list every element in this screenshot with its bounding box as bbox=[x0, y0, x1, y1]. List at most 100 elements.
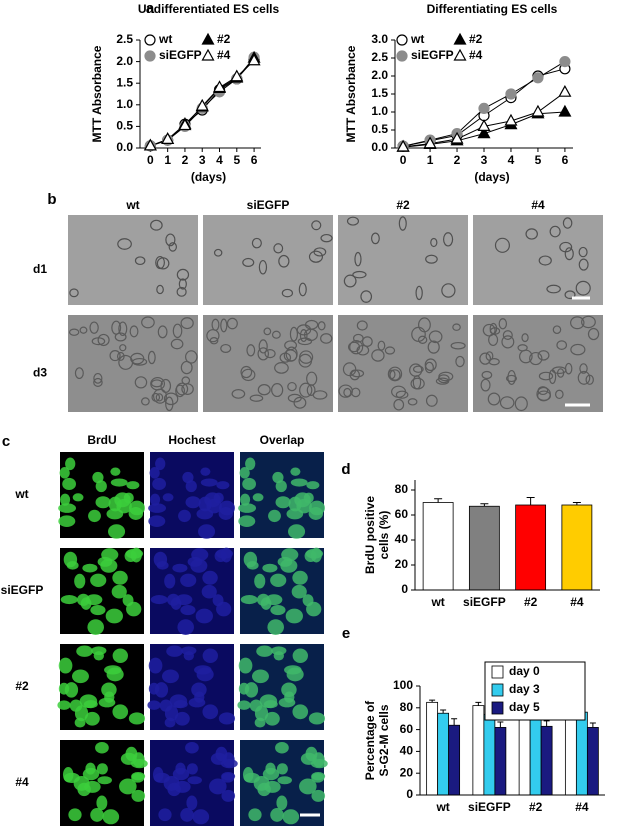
cell bbox=[117, 238, 132, 250]
cell bbox=[168, 242, 177, 252]
chart-title: Differentiating ES cells bbox=[427, 2, 558, 16]
marker bbox=[559, 55, 571, 68]
cell bbox=[156, 257, 170, 270]
cell bbox=[141, 316, 155, 329]
cell bbox=[352, 270, 367, 279]
nucleus bbox=[249, 699, 263, 712]
nucleus bbox=[158, 808, 172, 822]
cell bbox=[514, 396, 528, 412]
nucleus bbox=[76, 645, 93, 657]
x-tick-label: 3 bbox=[199, 153, 206, 167]
nucleus bbox=[167, 782, 181, 797]
nucleus bbox=[201, 584, 217, 599]
nucleus bbox=[102, 809, 120, 825]
panel-label: d bbox=[341, 461, 350, 478]
cell bbox=[506, 374, 517, 383]
cell bbox=[257, 384, 271, 396]
nucleus bbox=[240, 595, 258, 605]
cell bbox=[546, 284, 561, 294]
nucleus bbox=[202, 648, 218, 663]
nucleus bbox=[290, 478, 308, 487]
nucleus bbox=[93, 651, 105, 661]
column-label: #2 bbox=[396, 198, 410, 212]
nucleus bbox=[183, 651, 195, 661]
cell bbox=[424, 358, 437, 372]
nucleus bbox=[288, 496, 302, 512]
cell bbox=[480, 378, 491, 392]
marker bbox=[161, 132, 175, 144]
y-tick-label: 0.5 bbox=[116, 119, 133, 133]
column-label: wt bbox=[125, 198, 139, 212]
nucleus bbox=[172, 767, 190, 781]
cell bbox=[134, 256, 146, 266]
nucleus bbox=[185, 480, 197, 493]
nucleus bbox=[58, 503, 77, 513]
cell bbox=[258, 259, 268, 275]
nucleus bbox=[287, 524, 306, 539]
legend-marker bbox=[201, 48, 215, 61]
nucleus bbox=[251, 669, 269, 684]
cell bbox=[391, 385, 407, 398]
legend-label: day 5 bbox=[509, 700, 540, 714]
nucleus bbox=[159, 699, 173, 712]
cell bbox=[299, 382, 313, 398]
nucleus bbox=[259, 694, 278, 709]
cell bbox=[559, 241, 573, 253]
x-tick-label: 0 bbox=[400, 153, 407, 167]
nucleus bbox=[216, 481, 230, 490]
cell bbox=[356, 344, 370, 356]
nucleus bbox=[57, 700, 71, 710]
column-label: BrdU bbox=[87, 433, 116, 447]
nucleus bbox=[76, 593, 90, 606]
nucleus bbox=[112, 704, 129, 720]
cell bbox=[298, 353, 313, 368]
y-tick-label: 80 bbox=[395, 482, 409, 496]
cell bbox=[578, 246, 588, 258]
x-tick-label: #4 bbox=[570, 595, 584, 609]
nucleus bbox=[292, 570, 308, 585]
cell bbox=[494, 237, 510, 253]
bar bbox=[426, 701, 439, 796]
nucleus bbox=[166, 645, 183, 657]
panel-label: a bbox=[146, 0, 155, 17]
cell bbox=[435, 377, 450, 385]
nucleus bbox=[122, 594, 134, 607]
y-tick-label: 0 bbox=[406, 787, 413, 801]
cell bbox=[97, 333, 110, 347]
cell bbox=[306, 384, 316, 396]
cell bbox=[287, 393, 302, 403]
nucleus bbox=[264, 711, 280, 726]
nucleus bbox=[239, 467, 250, 479]
nucleus bbox=[209, 778, 227, 795]
nucleus bbox=[95, 496, 111, 509]
nucleus bbox=[256, 645, 273, 657]
nucleus bbox=[148, 515, 166, 527]
column-label: #4 bbox=[531, 198, 545, 212]
nucleus bbox=[101, 682, 117, 698]
cell bbox=[226, 317, 238, 330]
cell bbox=[89, 321, 99, 334]
nucleus bbox=[267, 619, 284, 635]
error-bar bbox=[526, 497, 535, 505]
error-bar bbox=[440, 709, 447, 714]
cell bbox=[274, 362, 289, 374]
cell bbox=[501, 335, 515, 349]
error-bar bbox=[589, 722, 596, 728]
legend-marker bbox=[453, 32, 467, 45]
marker bbox=[423, 136, 437, 149]
legend-marker bbox=[396, 34, 408, 46]
bar bbox=[586, 727, 599, 796]
cell bbox=[119, 344, 127, 352]
cell bbox=[482, 323, 496, 337]
nucleus bbox=[308, 506, 324, 520]
nucleus bbox=[154, 682, 169, 698]
nucleus bbox=[290, 467, 301, 476]
nucleus bbox=[282, 809, 300, 825]
cell bbox=[537, 350, 550, 361]
y-tick-label: 40 bbox=[395, 532, 409, 546]
nucleus bbox=[254, 573, 266, 589]
error-bar bbox=[451, 718, 458, 726]
cell bbox=[284, 340, 298, 351]
cell bbox=[74, 367, 84, 380]
x-tick-label: 6 bbox=[251, 153, 258, 167]
